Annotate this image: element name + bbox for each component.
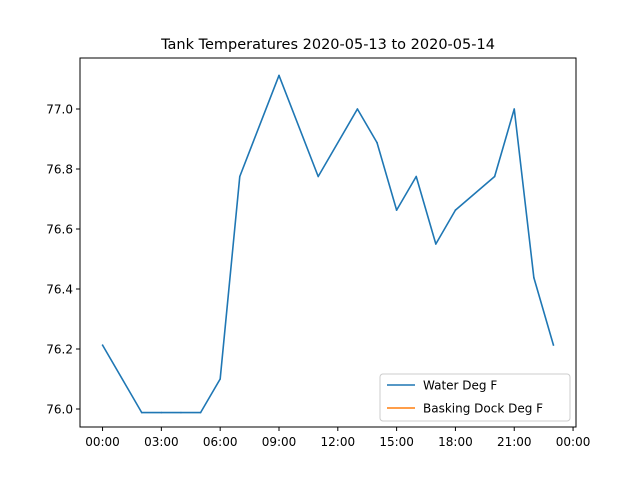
data-point [101,344,104,346]
x-tick-label: 09:00 [262,435,297,449]
data-point [199,411,202,414]
data-point [513,108,516,110]
y-tick-label: 77.0 [46,103,73,117]
data-point [356,108,359,110]
x-tick-label: 06:00 [203,435,238,449]
data-point [180,411,182,414]
data-point [219,378,221,380]
plot-area-frame [79,57,577,428]
legend-box [379,373,571,422]
data-point [317,175,319,178]
x-tick-label: 00:00 [556,435,591,449]
data-point [454,209,457,211]
y-axis: 76.0 76.2 76.4 76.6 76.8 77.0 [46,103,80,417]
data-point [435,243,437,245]
x-tick-label: 15:00 [379,435,414,449]
data-point [278,74,280,77]
x-tick-label: 00:00 [85,435,120,449]
data-point [415,175,418,178]
y-tick-label: 76.2 [46,343,73,357]
data-point [238,175,241,178]
data-point [395,209,398,211]
x-tick-label: 18:00 [438,435,473,449]
data-point [160,411,163,414]
legend-label-basking-dock: Basking Dock Deg F [423,402,543,416]
data-point [493,175,496,178]
legend: Water Deg F Basking Dock Deg F [379,373,571,422]
data-point [533,276,535,279]
data-point [140,411,143,414]
data-point [376,141,378,144]
series-lines [101,74,555,414]
x-tick-label: 21:00 [497,435,532,449]
x-tick-label: 03:00 [144,435,179,449]
y-tick-label: 76.4 [46,283,73,297]
y-tick-label: 76.8 [46,163,73,177]
x-axis: 00:00 03:00 06:00 09:00 12:00 15:00 18:00 21:00… [85,427,590,449]
chart-title: Tank Temperatures 2020-05-13 to 2020-05-… [160,37,495,53]
legend-label-water: Water Deg F [423,379,497,393]
y-tick-label: 76.6 [46,223,73,237]
data-point [552,344,555,346]
x-tick-label: 12:00 [321,435,356,449]
y-tick-label: 76.0 [46,403,73,417]
